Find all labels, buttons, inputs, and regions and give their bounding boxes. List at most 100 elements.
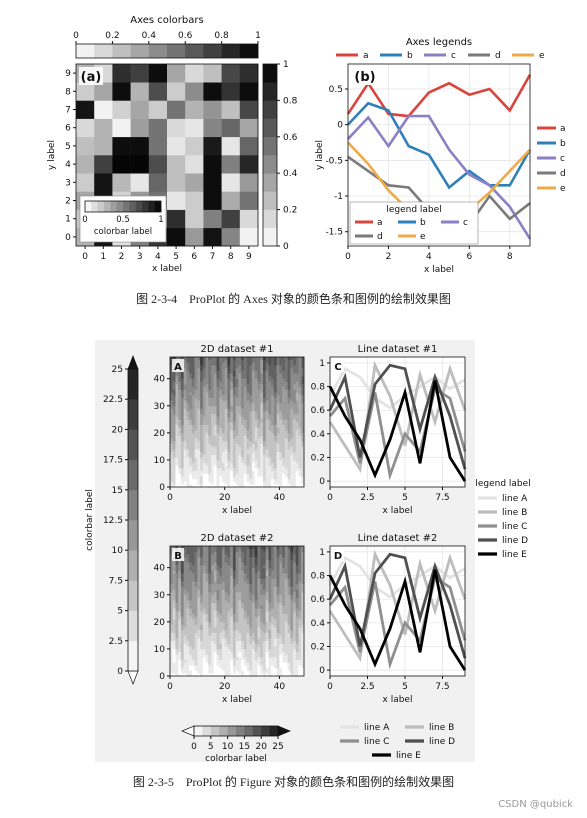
contour-cell: [257, 451, 261, 455]
contour-cell: [205, 670, 209, 674]
contour-cell: [183, 665, 187, 669]
contour-cell: [197, 365, 201, 369]
contour-cell: [290, 586, 294, 590]
contour-cell: [295, 422, 299, 426]
contour-cell: [180, 400, 184, 404]
contour-cell: [205, 389, 209, 393]
contour-cell: [241, 449, 245, 453]
contour-cell: [252, 381, 256, 385]
contour-cell: [301, 367, 305, 371]
contour-cell: [211, 400, 215, 404]
contour-cell: [175, 581, 179, 585]
contour-cell: [271, 548, 275, 552]
contour-cell: [246, 375, 250, 379]
contour-cell: [238, 365, 242, 369]
contour-cell: [238, 362, 242, 366]
contour-cell: [232, 394, 236, 398]
contour-cell: [180, 438, 184, 442]
contour-cell: [230, 589, 234, 593]
contour-cell: [183, 627, 187, 631]
contour-cell: [186, 648, 190, 652]
contour-cell: [216, 575, 220, 579]
contour-cell: [208, 581, 212, 585]
contour-cell: [183, 413, 187, 417]
contour-cell: [268, 373, 272, 377]
contour-cell: [208, 473, 212, 477]
contour-cell: [290, 581, 294, 585]
contour-cell: [287, 422, 291, 426]
contour-cell: [295, 619, 299, 623]
contour-cell: [282, 367, 286, 371]
contour-cell: [194, 551, 198, 555]
contour-cell: [265, 468, 269, 472]
contour-cell: [213, 386, 217, 390]
contour-cell: [241, 624, 245, 628]
contour-cell: [219, 389, 223, 393]
contour-cell: [254, 621, 258, 625]
contour-cell: [290, 357, 294, 361]
contour-cell: [243, 432, 247, 436]
contour-cell: [252, 592, 256, 596]
contour-cell: [260, 435, 264, 439]
contour-cell: [301, 359, 305, 363]
contour-cell: [262, 389, 267, 393]
contour-cell: [170, 381, 174, 385]
contour-cell: [194, 586, 198, 590]
contour-cell: [191, 551, 195, 555]
contour-cell: [211, 567, 215, 571]
contour-cell: [202, 621, 206, 625]
contour-cell: [241, 432, 245, 436]
contour-cell: [282, 670, 286, 674]
contour-cell: [257, 476, 261, 480]
colorbar-top-swatch: [112, 44, 131, 58]
contour-cell: [295, 381, 299, 385]
contour-cell: [180, 562, 184, 566]
contour-cell: [180, 449, 184, 453]
contour-cell: [175, 586, 179, 590]
contour-cell: [268, 578, 272, 582]
contour-cell: [282, 667, 286, 671]
contour-cell: [293, 473, 297, 477]
contour-cell: [273, 616, 277, 620]
contour-cell: [301, 635, 305, 639]
contour-cell: [227, 556, 231, 560]
panel-b-title: Axes legends: [406, 37, 472, 48]
contour-cell: [200, 646, 204, 650]
contour-cell: [219, 384, 223, 388]
contour-cell: [298, 608, 302, 612]
contour-cell: [189, 600, 193, 604]
contour-cell: [246, 605, 250, 609]
contour-cell: [175, 562, 179, 566]
contour-cell: [211, 605, 215, 609]
contour-cell: [189, 422, 193, 426]
contour-cell: [241, 357, 245, 361]
contour-cell: [241, 446, 245, 450]
contour-cell: [191, 627, 195, 631]
contour-cell: [301, 592, 305, 596]
contour-cell: [197, 462, 201, 466]
contour-cell: [180, 470, 184, 474]
contour-cell: [172, 648, 176, 652]
contour-cell: [178, 476, 182, 480]
contour-cell: [230, 405, 234, 409]
contour-cell: [249, 405, 253, 409]
contour-cell: [257, 581, 261, 585]
contour-cell: [265, 384, 269, 388]
contour-cell: [260, 476, 264, 480]
contour-cell: [183, 357, 187, 361]
contour-cell: [211, 648, 215, 652]
contour-cell: [265, 670, 269, 674]
contour-cell: [290, 465, 294, 469]
contour-cell: [295, 659, 299, 663]
contour-cell: [208, 384, 212, 388]
contour-cell: [230, 638, 234, 642]
contour-cell: [298, 619, 302, 623]
contour-cell: [186, 378, 190, 382]
contour-cell: [219, 570, 223, 574]
contour-cell: [191, 548, 195, 552]
contour-cell: [200, 583, 204, 587]
contour-cell: [221, 597, 225, 601]
contour-cell: [172, 573, 176, 577]
contour-cell: [224, 386, 228, 390]
contour-cell: [282, 640, 286, 644]
